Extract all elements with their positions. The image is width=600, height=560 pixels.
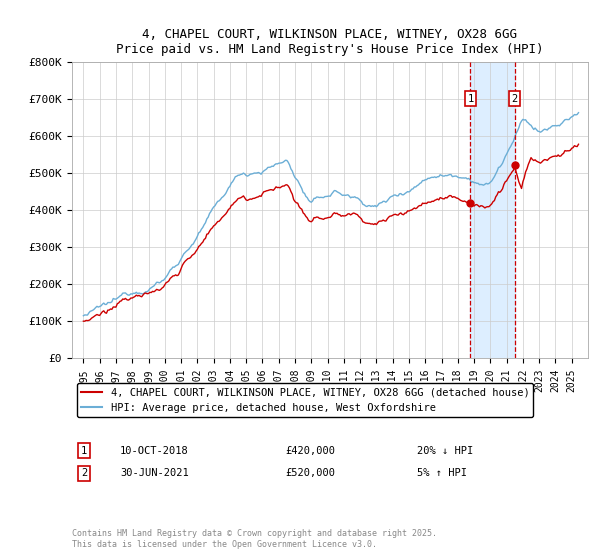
Text: 2: 2 xyxy=(81,468,87,478)
Bar xyxy=(470,62,515,358)
Title: 4, CHAPEL COURT, WILKINSON PLACE, WITNEY, OX28 6GG
Price paid vs. HM Land Regist: 4, CHAPEL COURT, WILKINSON PLACE, WITNEY… xyxy=(116,28,544,56)
Text: £420,000: £420,000 xyxy=(285,446,335,456)
Text: 10-OCT-2018: 10-OCT-2018 xyxy=(120,446,189,456)
Text: 20% ↓ HPI: 20% ↓ HPI xyxy=(417,446,473,456)
Text: 5% ↑ HPI: 5% ↑ HPI xyxy=(417,468,467,478)
Text: 1: 1 xyxy=(467,94,473,104)
Text: Contains HM Land Registry data © Crown copyright and database right 2025.
This d: Contains HM Land Registry data © Crown c… xyxy=(72,529,437,549)
Legend: 4, CHAPEL COURT, WILKINSON PLACE, WITNEY, OX28 6GG (detached house), HPI: Averag: 4, CHAPEL COURT, WILKINSON PLACE, WITNEY… xyxy=(77,383,533,417)
Text: 30-JUN-2021: 30-JUN-2021 xyxy=(120,468,189,478)
Text: 1: 1 xyxy=(81,446,87,456)
Text: 2: 2 xyxy=(512,94,518,104)
Text: £520,000: £520,000 xyxy=(285,468,335,478)
